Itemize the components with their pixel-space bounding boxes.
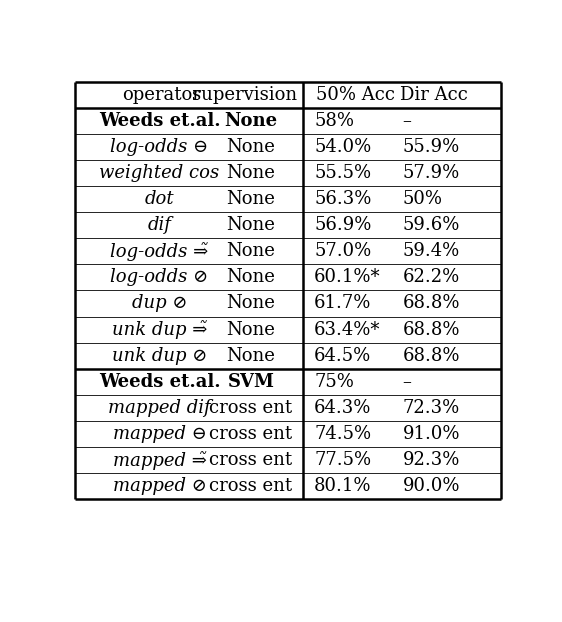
Text: 60.1%*: 60.1%* (314, 268, 381, 286)
Text: 92.3%: 92.3% (403, 451, 460, 469)
Text: None: None (226, 320, 275, 338)
Text: 90.0%: 90.0% (403, 477, 460, 495)
Text: None: None (226, 242, 275, 260)
Text: operator: operator (123, 86, 201, 104)
Text: unk dup ⇒̃: unk dup ⇒̃ (112, 320, 207, 339)
Text: 58%: 58% (314, 112, 354, 130)
Text: cross ent: cross ent (210, 399, 293, 417)
Text: 59.6%: 59.6% (403, 216, 460, 234)
Text: 55.9%: 55.9% (403, 138, 460, 156)
Text: 77.5%: 77.5% (314, 451, 371, 469)
Text: 55.5%: 55.5% (314, 164, 371, 182)
Text: 75%: 75% (314, 373, 354, 391)
Text: 59.4%: 59.4% (403, 242, 460, 260)
Text: dup ⊘: dup ⊘ (132, 294, 187, 312)
Text: log-odds ⇒̃: log-odds ⇒̃ (110, 242, 209, 261)
Text: SVM: SVM (228, 373, 274, 391)
Text: 74.5%: 74.5% (314, 425, 371, 443)
Text: log-odds ⊘: log-odds ⊘ (110, 268, 209, 286)
Text: 61.7%: 61.7% (314, 294, 371, 312)
Text: None: None (226, 164, 275, 182)
Text: None: None (226, 138, 275, 156)
Text: unk dup ⊘: unk dup ⊘ (112, 346, 207, 364)
Text: 54.0%: 54.0% (314, 138, 371, 156)
Text: 80.1%: 80.1% (314, 477, 371, 495)
Text: Weeds et.al.: Weeds et.al. (99, 112, 220, 130)
Text: –: – (403, 373, 411, 391)
Text: None: None (226, 268, 275, 286)
Text: 64.3%: 64.3% (314, 399, 371, 417)
Text: mapped ⊘: mapped ⊘ (112, 477, 206, 495)
Text: mapped ⇒̃: mapped ⇒̃ (112, 450, 206, 470)
Text: cross ent: cross ent (210, 451, 293, 469)
Text: None: None (226, 346, 275, 364)
Text: 50%: 50% (403, 190, 443, 208)
Text: 68.8%: 68.8% (403, 346, 460, 364)
Text: 57.0%: 57.0% (314, 242, 371, 260)
Text: mapped dif: mapped dif (108, 399, 211, 417)
Text: –: – (403, 112, 411, 130)
Text: 68.8%: 68.8% (403, 320, 460, 338)
Text: supervision: supervision (192, 86, 297, 104)
Text: 63.4%*: 63.4%* (314, 320, 380, 338)
Text: 50% Acc: 50% Acc (316, 86, 395, 104)
Text: None: None (226, 294, 275, 312)
Text: dif: dif (148, 216, 171, 234)
Text: Weeds et.al.: Weeds et.al. (99, 373, 220, 391)
Text: cross ent: cross ent (210, 477, 293, 495)
Text: 56.3%: 56.3% (314, 190, 371, 208)
Text: weighted cos: weighted cos (99, 164, 220, 182)
Text: log-odds ⊖: log-odds ⊖ (110, 138, 209, 156)
Text: 91.0%: 91.0% (403, 425, 460, 443)
Text: cross ent: cross ent (210, 425, 293, 443)
Text: 62.2%: 62.2% (403, 268, 460, 286)
Text: None: None (226, 190, 275, 208)
Text: None: None (224, 112, 278, 130)
Text: 57.9%: 57.9% (403, 164, 460, 182)
Text: 72.3%: 72.3% (403, 399, 460, 417)
Text: Dir Acc: Dir Acc (400, 86, 468, 104)
Text: 68.8%: 68.8% (403, 294, 460, 312)
Text: None: None (226, 216, 275, 234)
Text: 56.9%: 56.9% (314, 216, 371, 234)
Text: 64.5%: 64.5% (314, 346, 371, 364)
Text: dot: dot (145, 190, 174, 208)
Text: mapped ⊖: mapped ⊖ (112, 425, 206, 443)
